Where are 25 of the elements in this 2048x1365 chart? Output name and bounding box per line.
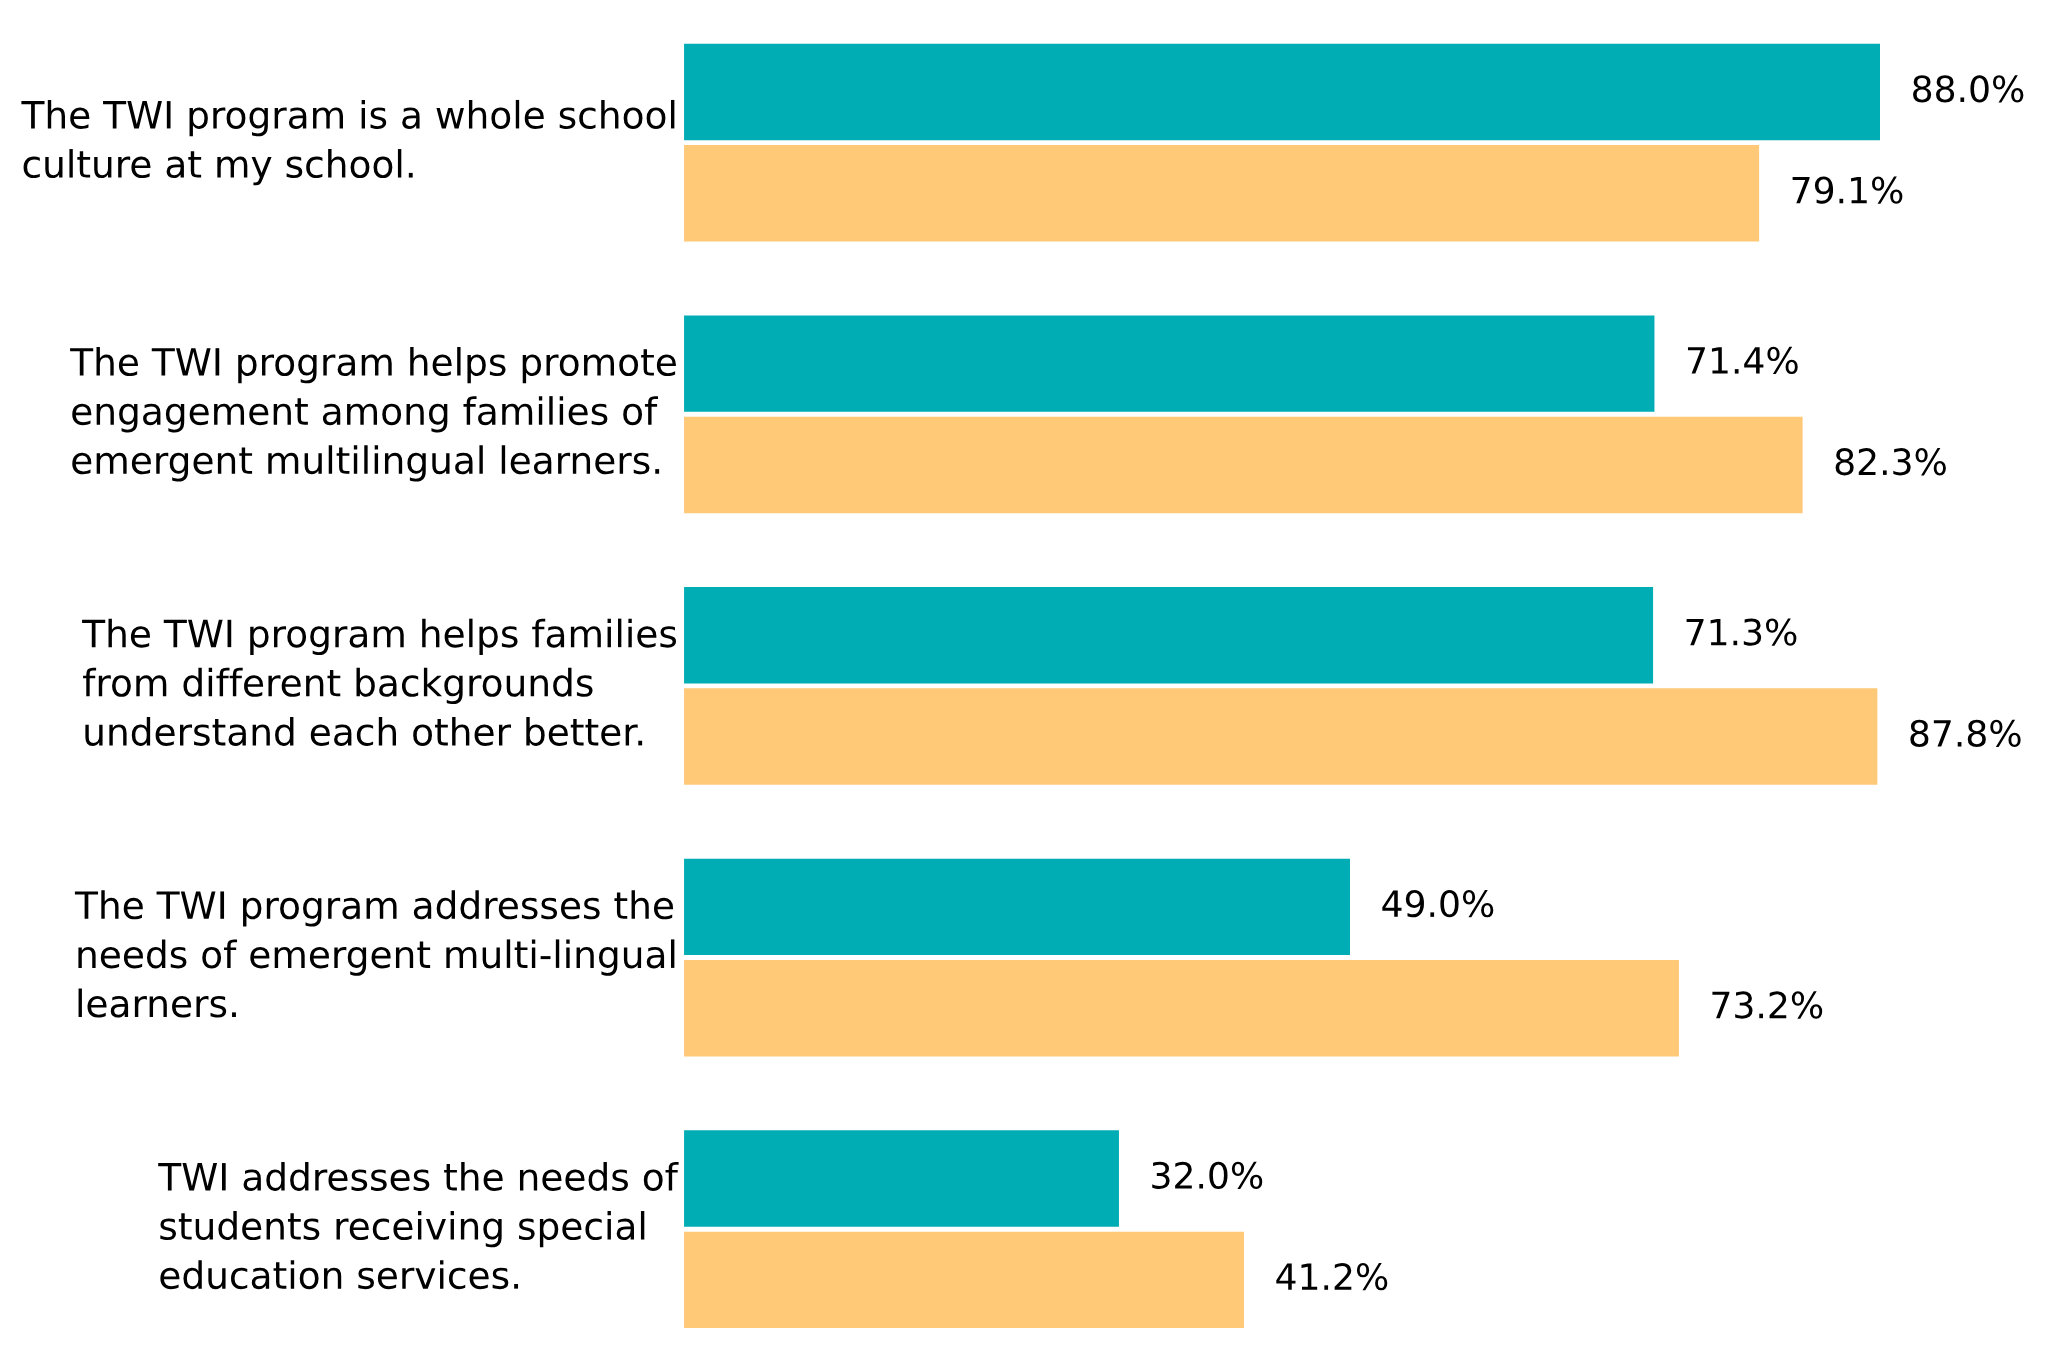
data-label: 88.0% <box>1913 75 2024 103</box>
bar <box>684 587 1654 684</box>
data-label: 73.2% <box>1712 991 1823 1019</box>
bar <box>684 858 1350 956</box>
bar <box>684 1231 1244 1329</box>
data-label: 41.2% <box>1276 1263 1388 1291</box>
data-label: 87.8% <box>1910 719 2021 748</box>
data-label: 71.4% <box>1687 346 1798 375</box>
y-tick-label: The TWI program helps families from different backgrounds understand each other better. <box>82 618 677 746</box>
y-tick-label: The TWI program helps promote engagement among families of emergent multilingual learners. <box>70 347 676 482</box>
data-label: 79.1% <box>1792 176 1903 204</box>
data-label: 32.0% <box>1152 1161 1263 1189</box>
bar <box>684 43 1881 141</box>
y-tick-label: The TWI program is a whole school culture at my school. <box>21 99 675 186</box>
data-label: 71.3% <box>1686 618 1797 646</box>
bar <box>684 688 1878 785</box>
bar <box>684 315 1655 412</box>
bar <box>684 1130 1119 1227</box>
bar <box>684 416 1803 514</box>
y-tick-label: TWI addresses the needs of students receiving special education services. <box>158 1161 679 1290</box>
y-tick-label: The TWI program addresses the needs of emergent multi-lingual learners. <box>74 890 675 1018</box>
data-label: 49.0% <box>1382 890 1494 918</box>
bar <box>684 145 1760 242</box>
bar <box>684 959 1679 1057</box>
data-label: 82.3% <box>1835 448 1946 476</box>
